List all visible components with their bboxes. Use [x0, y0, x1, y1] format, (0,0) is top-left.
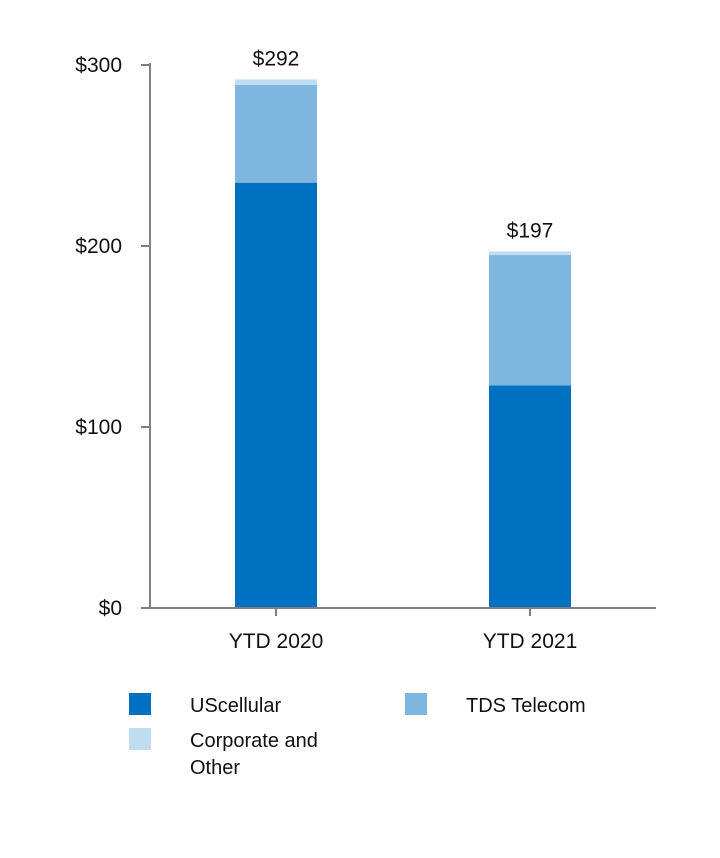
y-ticks-group: $0 $100 $200 $300 [75, 54, 150, 620]
bars-group [235, 79, 571, 608]
bar-total-label: $197 [507, 219, 554, 242]
x-ticks-group: YTD 2020 YTD 2021 [229, 608, 578, 653]
bar-total-label: $292 [253, 47, 300, 70]
x-tick-label: YTD 2021 [483, 630, 578, 653]
bar-segment-corporate-and-other [235, 79, 317, 85]
bar-segment-tds-telecom [235, 84, 317, 183]
y-tick-label: $0 [99, 597, 122, 620]
x-tick-label: YTD 2020 [229, 630, 324, 653]
bar-segment-tds-telecom [489, 255, 571, 386]
totals-group: $292 $197 [253, 47, 554, 242]
bar-segment-uscellular [235, 182, 317, 608]
y-tick-label: $300 [75, 54, 122, 77]
y-tick-label: $200 [75, 235, 122, 258]
bar-segment-corporate-and-other [489, 251, 571, 256]
bar-segment-uscellular [489, 385, 571, 608]
y-tick-label: $100 [75, 416, 122, 439]
